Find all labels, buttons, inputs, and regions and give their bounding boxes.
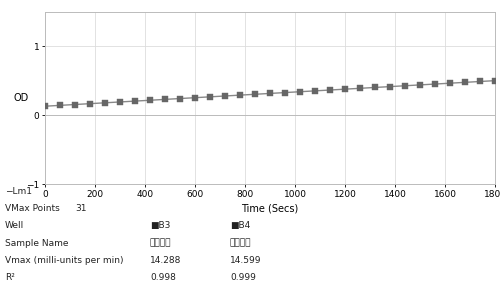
Text: −Lm1: −Lm1	[5, 187, 32, 196]
Text: 0.998: 0.998	[150, 273, 176, 282]
Text: 0.999: 0.999	[230, 273, 256, 282]
Y-axis label: OD: OD	[13, 93, 28, 103]
Text: 14.288: 14.288	[150, 256, 182, 265]
Text: R²: R²	[5, 273, 15, 282]
Text: Vmax (milli-units per min): Vmax (milli-units per min)	[5, 256, 124, 265]
Text: 血浆标本: 血浆标本	[150, 239, 172, 248]
Text: VMax Points: VMax Points	[5, 204, 60, 213]
X-axis label: Time (Secs): Time (Secs)	[242, 203, 298, 213]
Text: ■B3: ■B3	[150, 221, 171, 230]
Text: 14.599: 14.599	[230, 256, 262, 265]
Text: Sample Name: Sample Name	[5, 239, 68, 248]
Text: ■B4: ■B4	[230, 221, 250, 230]
Text: Well: Well	[5, 221, 24, 230]
Text: 31: 31	[75, 204, 86, 213]
Text: 血浆标本: 血浆标本	[230, 239, 252, 248]
